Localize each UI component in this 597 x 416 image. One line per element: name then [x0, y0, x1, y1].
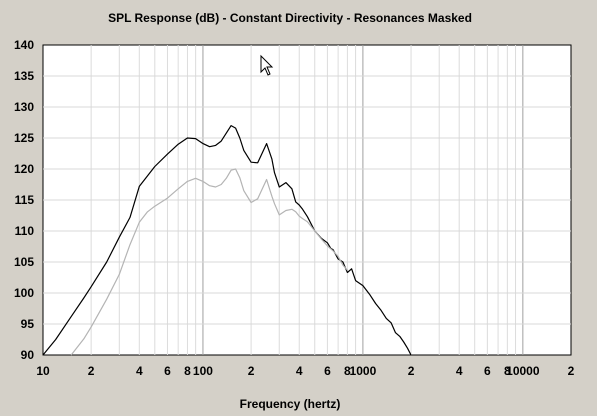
y-tick-label: 120: [14, 162, 34, 176]
y-tick-label: 105: [14, 255, 34, 269]
grid-lines: [43, 45, 571, 355]
y-tick-label: 130: [14, 100, 34, 114]
x-tick-label: 6: [484, 364, 491, 378]
x-tick-label: 8: [504, 364, 511, 378]
y-tick-label: 90: [21, 348, 35, 362]
x-tick-label: 4: [136, 364, 143, 378]
y-tick-label: 95: [21, 317, 35, 331]
mouse-cursor-icon: [260, 54, 274, 76]
y-tick-label: 135: [14, 69, 34, 83]
x-tick-label: 2: [248, 364, 255, 378]
x-tick-label: 10000: [506, 364, 540, 378]
y-tick-label: 100: [14, 286, 34, 300]
x-tick-label: 2: [408, 364, 415, 378]
y-tick-label: 125: [14, 131, 34, 145]
x-axis-label: Frequency (hertz): [240, 397, 341, 411]
x-tick-label: 6: [164, 364, 171, 378]
x-tick-label: 2: [568, 364, 575, 378]
y-tick-labels: 90 95 100 105 110 115 120 125 130 135 140: [14, 38, 34, 362]
x-tick-label: 4: [296, 364, 303, 378]
x-tick-label: 6: [324, 364, 331, 378]
x-tick-label: 100: [193, 364, 213, 378]
series-line-2: [70, 168, 348, 356]
series-line-1: [42, 125, 412, 356]
x-tick-label: 1000: [350, 364, 377, 378]
x-tick-label: 10: [36, 364, 50, 378]
y-tick-label: 140: [14, 38, 34, 52]
x-tick-label: 4: [456, 364, 463, 378]
series-layer: [42, 125, 412, 356]
y-tick-label: 110: [15, 224, 35, 238]
x-tick-label: 2: [88, 364, 95, 378]
x-tick-label: 8: [184, 364, 191, 378]
y-tick-label: 115: [15, 193, 35, 207]
x-tick-label: 8: [344, 364, 351, 378]
chart-title: SPL Response (dB) - Constant Directivity…: [108, 11, 472, 25]
